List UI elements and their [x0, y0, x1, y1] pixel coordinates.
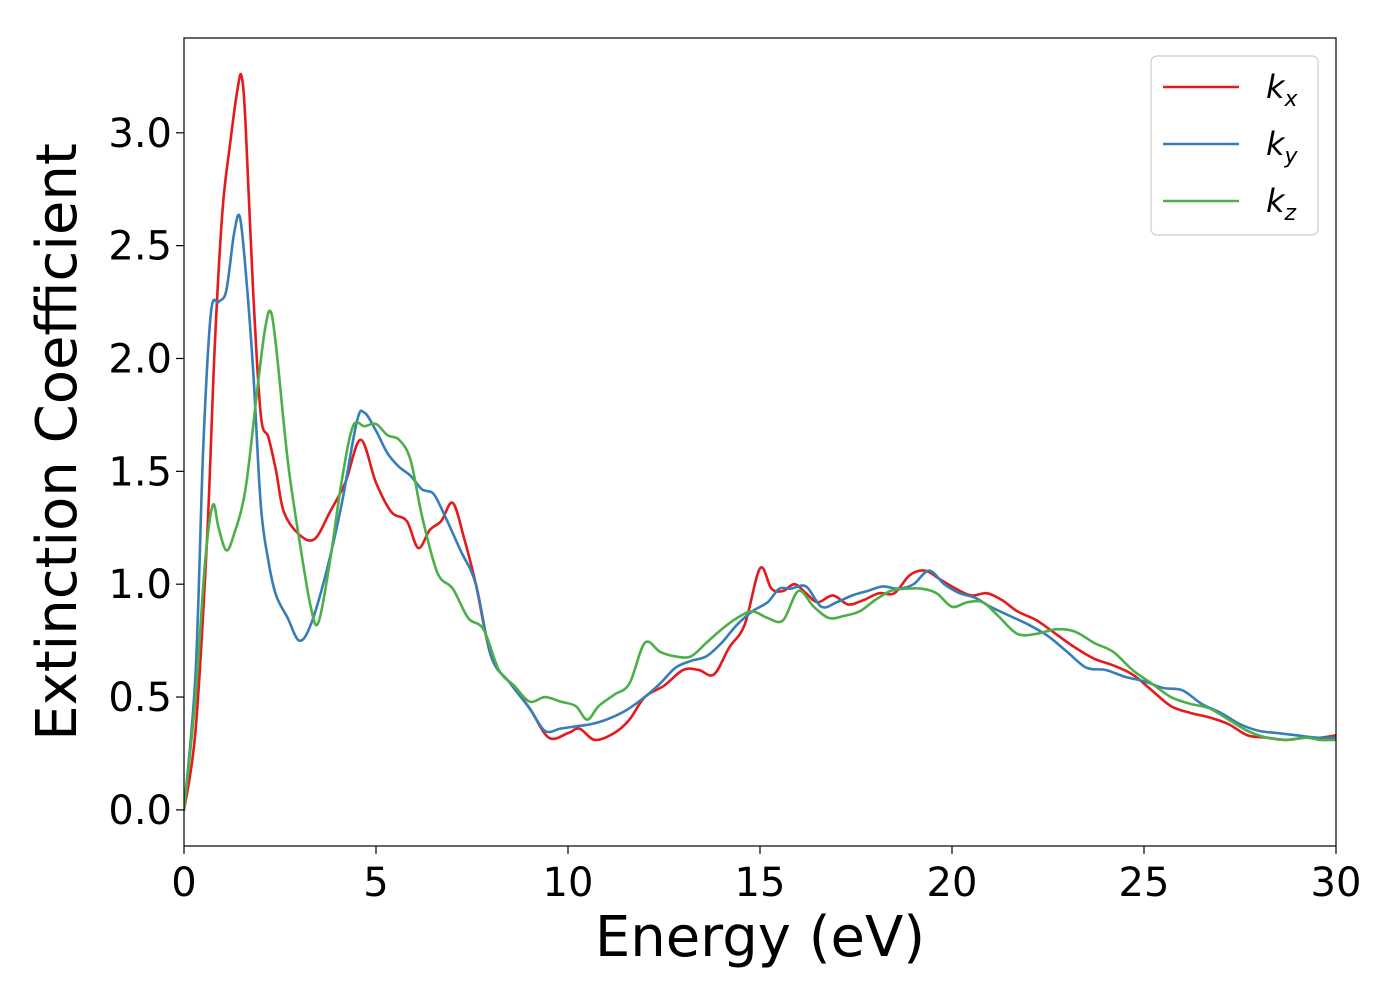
series-line-ky	[184, 213, 1336, 812]
y-tick-label: 3.0	[108, 111, 172, 157]
x-tick-label: 15	[735, 860, 786, 906]
series-line-kx	[184, 72, 1336, 812]
x-axis-ticks: 0 5 10 15 20 25 30	[171, 846, 1361, 906]
y-tick-label: 0.5	[108, 675, 172, 721]
legend: kx ky kz	[1150, 55, 1319, 236]
x-tick-label: 30	[1311, 860, 1362, 906]
series-layer	[184, 72, 1336, 812]
y-tick-label: 1.5	[108, 449, 172, 495]
series-line-kz	[184, 309, 1336, 812]
x-axis-title: Energy (eV)	[595, 905, 925, 970]
legend-label-ky: ky	[1266, 125, 1299, 169]
x-tick-label: 25	[1119, 860, 1170, 906]
y-tick-label: 2.0	[108, 336, 172, 382]
x-tick-label: 10	[543, 860, 594, 906]
y-tick-label: 2.5	[108, 224, 172, 270]
y-axis-ticks: 0.0 0.5 1.0 1.5 2.0 2.5 3.0	[108, 111, 184, 834]
legend-box	[1150, 55, 1319, 236]
x-tick-label: 0	[171, 860, 196, 906]
x-tick-label: 5	[363, 860, 388, 906]
y-tick-label: 1.0	[108, 562, 172, 608]
x-tick-label: 20	[927, 860, 978, 906]
legend-label-kx: kx	[1266, 68, 1299, 112]
y-tick-label: 0.0	[108, 788, 172, 834]
y-axis-title: Extinction Coefficient	[25, 143, 90, 741]
legend-label-kz: kz	[1266, 182, 1297, 226]
